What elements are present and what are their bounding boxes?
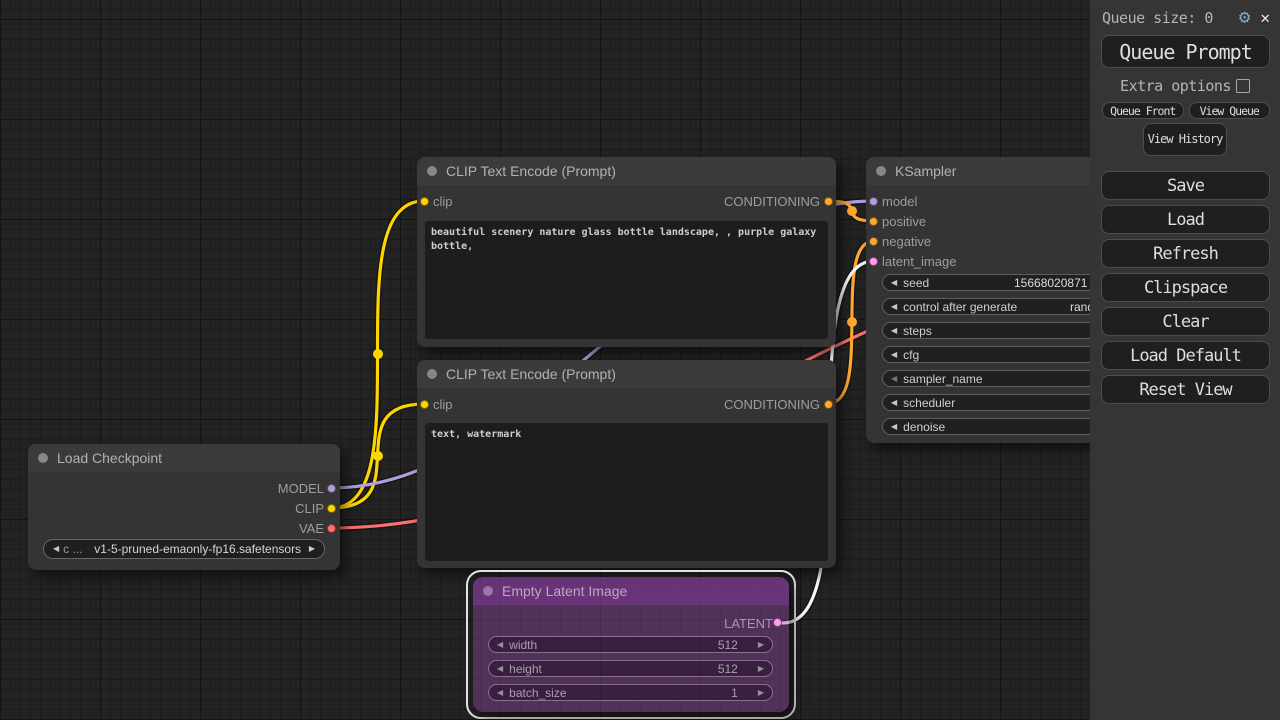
next-value-icon[interactable]: ▶ [757,639,764,649]
input-slot-clip[interactable] [420,197,429,206]
batch-size-widget[interactable]: ◀ batch_size 1 ▶ [488,684,773,701]
node-title: CLIP Text Encode (Prompt) [446,366,616,382]
node-titlebar: CLIP Text Encode (Prompt) [417,157,836,185]
node-title: Load Checkpoint [57,450,163,466]
refresh-button[interactable]: Refresh [1101,239,1270,268]
input-latent-image-label: latent_image [882,253,957,269]
seed-widget[interactable]: ◀ seed 15668020871 [882,274,1120,291]
link-midpoint-dot [847,317,857,327]
close-icon[interactable]: ✕ [1260,8,1270,27]
prev-value-icon[interactable]: ◀ [53,544,60,553]
prev-value-icon[interactable]: ◀ [497,663,504,673]
output-slot-vae[interactable] [327,524,336,533]
output-conditioning-label: CONDITIONING [723,396,820,412]
widget-label: c ... [63,542,83,556]
input-slot-model[interactable] [869,197,878,206]
queue-size-label: Queue size: 0 [1102,8,1213,27]
output-clip-label: CLIP [295,500,324,516]
node-title: Empty Latent Image [502,583,628,599]
collapse-dot-icon[interactable] [876,166,886,176]
prev-value-icon[interactable]: ◀ [891,373,898,383]
save-button[interactable]: Save [1101,171,1270,200]
input-negative-label: negative [882,233,932,249]
output-conditioning-label: CONDITIONING [723,193,820,209]
prev-value-icon[interactable]: ◀ [891,325,898,335]
clipspace-button[interactable]: Clipspace [1101,273,1270,302]
node-load-checkpoint[interactable]: Load Checkpoint MODEL CLIP VAE ◀ c ... v… [28,444,340,570]
output-model-label: MODEL [277,480,324,496]
node-titlebar: Empty Latent Image [473,577,789,605]
denoise-widget[interactable]: ◀ denoise [882,418,1120,435]
prev-value-icon[interactable]: ◀ [497,687,504,697]
node-titlebar: Load Checkpoint [28,444,340,472]
next-value-icon[interactable]: ▶ [757,663,764,673]
widget-value: v1-5-pruned-emaonly-fp16.safetensors [94,542,302,556]
wire-clip-to-negative-encode [329,402,426,510]
menu-panel: Queue size: 0 ⚙ ✕ Queue Prompt Extra opt… [1090,0,1280,720]
cfg-widget[interactable]: ◀ cfg [882,346,1120,363]
width-widget[interactable]: ◀ width 512 ▶ [488,636,773,653]
input-model-label: model [882,193,918,209]
next-value-icon[interactable]: ▶ [757,687,764,697]
clear-button[interactable]: Clear [1101,307,1270,336]
input-clip-label: clip [433,396,453,412]
node-title: KSampler [895,163,957,179]
queue-prompt-button[interactable]: Queue Prompt [1101,35,1270,68]
next-value-icon[interactable]: ▶ [308,544,315,553]
gear-icon[interactable]: ⚙ [1238,6,1251,28]
collapse-dot-icon[interactable] [427,166,437,176]
link-midpoint-dot [373,451,383,461]
input-slot-negative[interactable] [869,237,878,246]
prev-value-icon[interactable]: ◀ [497,639,504,649]
output-slot-clip[interactable] [327,504,336,513]
queue-front-button[interactable]: Queue Front [1102,102,1184,119]
load-default-button[interactable]: Load Default [1101,341,1270,370]
wire-clip-to-positive-encode [329,199,426,510]
input-clip-label: clip [433,193,453,209]
collapse-dot-icon[interactable] [427,369,437,379]
prev-value-icon[interactable]: ◀ [891,421,898,431]
prompt-textarea[interactable]: beautiful scenery nature glass bottle la… [425,221,828,339]
link-midpoint-dot [847,206,857,216]
node-empty-latent-image[interactable]: Empty Latent Image LATENT ◀ width 512 ▶ … [473,577,789,712]
control-after-generate-widget[interactable]: ◀ control after generate randomize [882,298,1120,315]
scheduler-widget[interactable]: ◀ scheduler [882,394,1120,411]
extra-options-label: Extra options [1120,77,1231,95]
output-slot-latent[interactable] [773,618,782,627]
selection-outline: Empty Latent Image LATENT ◀ width 512 ▶ … [466,570,796,719]
node-clip-text-encode-negative[interactable]: CLIP Text Encode (Prompt) clip CONDITION… [417,360,836,568]
prompt-textarea[interactable]: text, watermark [425,423,828,561]
output-slot-model[interactable] [327,484,336,493]
input-slot-positive[interactable] [869,217,878,226]
node-clip-text-encode-positive[interactable]: CLIP Text Encode (Prompt) clip CONDITION… [417,157,836,347]
output-slot-conditioning[interactable] [824,400,833,409]
output-slot-conditioning[interactable] [824,197,833,206]
load-button[interactable]: Load [1101,205,1270,234]
prev-value-icon[interactable]: ◀ [891,301,898,311]
prev-value-icon[interactable]: ◀ [891,397,898,407]
steps-widget[interactable]: ◀ steps [882,322,1120,339]
link-midpoint-dot [373,349,383,359]
collapse-dot-icon[interactable] [38,453,48,463]
output-vae-label: VAE [298,520,324,536]
prev-value-icon[interactable]: ◀ [891,277,898,287]
input-positive-label: positive [882,213,927,229]
node-titlebar: CLIP Text Encode (Prompt) [417,360,836,388]
sampler-name-widget[interactable]: ◀ sampler_name [882,370,1120,387]
view-queue-button[interactable]: View Queue [1188,102,1270,119]
reset-view-button[interactable]: Reset View [1101,375,1270,404]
node-title: CLIP Text Encode (Prompt) [446,163,616,179]
collapse-dot-icon[interactable] [483,586,493,596]
prev-value-icon[interactable]: ◀ [891,349,898,359]
height-widget[interactable]: ◀ height 512 ▶ [488,660,773,677]
input-slot-clip[interactable] [420,400,429,409]
extra-options-checkbox[interactable] [1235,79,1250,93]
output-latent-label: LATENT [724,615,773,631]
input-slot-latent-image[interactable] [869,257,878,266]
view-history-button[interactable]: View History [1143,123,1227,156]
ckpt-name-widget[interactable]: ◀ c ... v1-5-pruned-emaonly-fp16.safeten… [43,539,325,559]
